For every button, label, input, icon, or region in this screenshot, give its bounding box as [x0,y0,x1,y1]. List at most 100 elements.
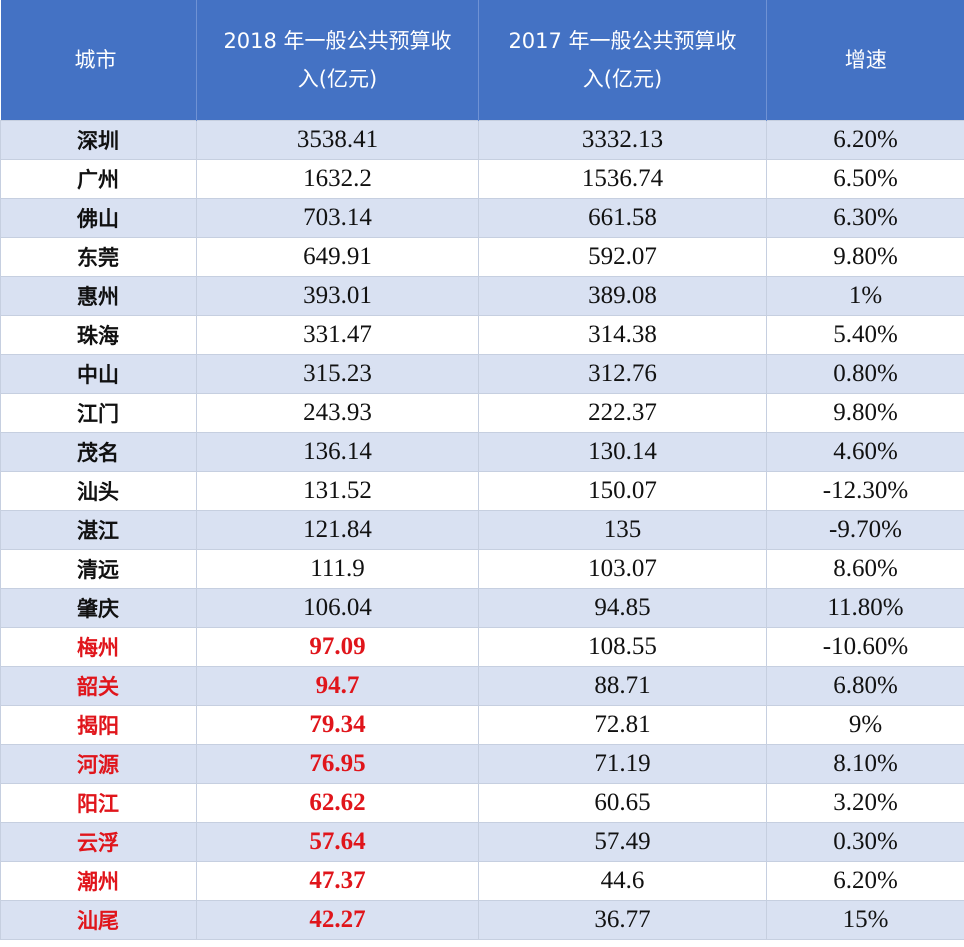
table-row: 东莞 649.91 592.07 9.80% [0,237,964,277]
revenue-2018-cell: 1632.2 [196,159,479,199]
city-cell: 佛山 [0,198,197,238]
growth-cell: 9.80% [766,393,964,433]
city-cell: 潮州 [0,861,197,901]
revenue-2018-cell: 136.14 [196,432,479,472]
revenue-2018-cell: 703.14 [196,198,479,238]
revenue-2018-cell: 97.09 [196,627,479,667]
city-cell: 汕头 [0,471,197,511]
city-cell: 揭阳 [0,705,197,745]
table-row: 清远 111.9 103.07 8.60% [0,549,964,589]
city-cell: 汕尾 [0,900,197,940]
revenue-2017-cell: 312.76 [478,354,767,394]
table-row: 河源 76.95 71.19 8.10% [0,744,964,784]
table-header: 城市 2018 年一般公共预算收 入(亿元) 2017 年一般公共预算收 入(亿… [0,0,964,121]
revenue-2017-cell: 661.58 [478,198,767,238]
city-cell: 中山 [0,354,197,394]
city-cell: 深圳 [0,120,197,160]
header-2018-line2: 入(亿元) [297,67,378,91]
revenue-2018-cell: 331.47 [196,315,479,355]
revenue-2018-cell: 47.37 [196,861,479,901]
revenue-2017-cell: 88.71 [478,666,767,706]
table-row: 珠海 331.47 314.38 5.40% [0,315,964,355]
revenue-2018-cell: 111.9 [196,549,479,589]
table-row: 汕尾 42.27 36.77 15% [0,900,964,940]
revenue-2017-cell: 314.38 [478,315,767,355]
growth-cell: 6.20% [766,120,964,160]
table-row: 肇庆 106.04 94.85 11.80% [0,588,964,628]
header-2018-revenue: 2018 年一般公共预算收 入(亿元) [196,0,479,121]
revenue-2018-cell: 106.04 [196,588,479,628]
header-2018-line1: 2018 年一般公共预算收 [223,29,452,53]
growth-cell: 5.40% [766,315,964,355]
city-cell: 湛江 [0,510,197,550]
growth-cell: 6.50% [766,159,964,199]
table-row: 阳江 62.62 60.65 3.20% [0,783,964,823]
city-cell: 梅州 [0,627,197,667]
revenue-2018-cell: 79.34 [196,705,479,745]
header-2017-line2: 入(亿元) [582,67,663,91]
revenue-2017-cell: 130.14 [478,432,767,472]
revenue-2017-cell: 57.49 [478,822,767,862]
table-row: 潮州 47.37 44.6 6.20% [0,861,964,901]
growth-cell: -10.60% [766,627,964,667]
table-row: 中山 315.23 312.76 0.80% [0,354,964,394]
city-cell: 广州 [0,159,197,199]
revenue-2017-cell: 389.08 [478,276,767,316]
revenue-2017-cell: 60.65 [478,783,767,823]
revenue-2017-cell: 222.37 [478,393,767,433]
city-cell: 清远 [0,549,197,589]
growth-cell: -12.30% [766,471,964,511]
table-row: 广州 1632.2 1536.74 6.50% [0,159,964,199]
table-row: 韶关 94.7 88.71 6.80% [0,666,964,706]
growth-cell: 6.30% [766,198,964,238]
revenue-2017-cell: 135 [478,510,767,550]
growth-cell: 1% [766,276,964,316]
growth-cell: 8.10% [766,744,964,784]
table-row: 梅州 97.09 108.55 -10.60% [0,627,964,667]
revenue-2017-cell: 103.07 [478,549,767,589]
table-row: 深圳 3538.41 3332.13 6.20% [0,120,964,160]
growth-cell: 8.60% [766,549,964,589]
revenue-2017-cell: 1536.74 [478,159,767,199]
revenue-2018-cell: 57.64 [196,822,479,862]
revenue-2018-cell: 76.95 [196,744,479,784]
growth-cell: 9% [766,705,964,745]
revenue-2017-cell: 44.6 [478,861,767,901]
revenue-2018-cell: 42.27 [196,900,479,940]
table-row: 惠州 393.01 389.08 1% [0,276,964,316]
header-2017-revenue: 2017 年一般公共预算收 入(亿元) [478,0,767,121]
growth-cell: 15% [766,900,964,940]
header-city: 城市 [0,0,197,121]
table-row: 湛江 121.84 135 -9.70% [0,510,964,550]
revenue-2017-cell: 150.07 [478,471,767,511]
growth-cell: 0.80% [766,354,964,394]
table-row: 江门 243.93 222.37 9.80% [0,393,964,433]
revenue-2018-cell: 94.7 [196,666,479,706]
header-growth: 增速 [766,0,964,121]
city-cell: 河源 [0,744,197,784]
growth-cell: 11.80% [766,588,964,628]
revenue-2017-cell: 3332.13 [478,120,767,160]
table-row: 佛山 703.14 661.58 6.30% [0,198,964,238]
revenue-2018-cell: 315.23 [196,354,479,394]
city-cell: 惠州 [0,276,197,316]
revenue-2018-cell: 131.52 [196,471,479,511]
growth-cell: 3.20% [766,783,964,823]
growth-cell: 4.60% [766,432,964,472]
table-row: 茂名 136.14 130.14 4.60% [0,432,964,472]
city-cell: 云浮 [0,822,197,862]
city-cell: 珠海 [0,315,197,355]
header-row: 城市 2018 年一般公共预算收 入(亿元) 2017 年一般公共预算收 入(亿… [0,0,964,121]
growth-cell: -9.70% [766,510,964,550]
city-cell: 韶关 [0,666,197,706]
city-cell: 肇庆 [0,588,197,628]
revenue-2018-cell: 121.84 [196,510,479,550]
revenue-2018-cell: 243.93 [196,393,479,433]
header-2017-line1: 2017 年一般公共预算收 [508,29,737,53]
revenue-2017-cell: 72.81 [478,705,767,745]
revenue-2018-cell: 393.01 [196,276,479,316]
revenue-2017-cell: 94.85 [478,588,767,628]
growth-cell: 0.30% [766,822,964,862]
city-cell: 江门 [0,393,197,433]
